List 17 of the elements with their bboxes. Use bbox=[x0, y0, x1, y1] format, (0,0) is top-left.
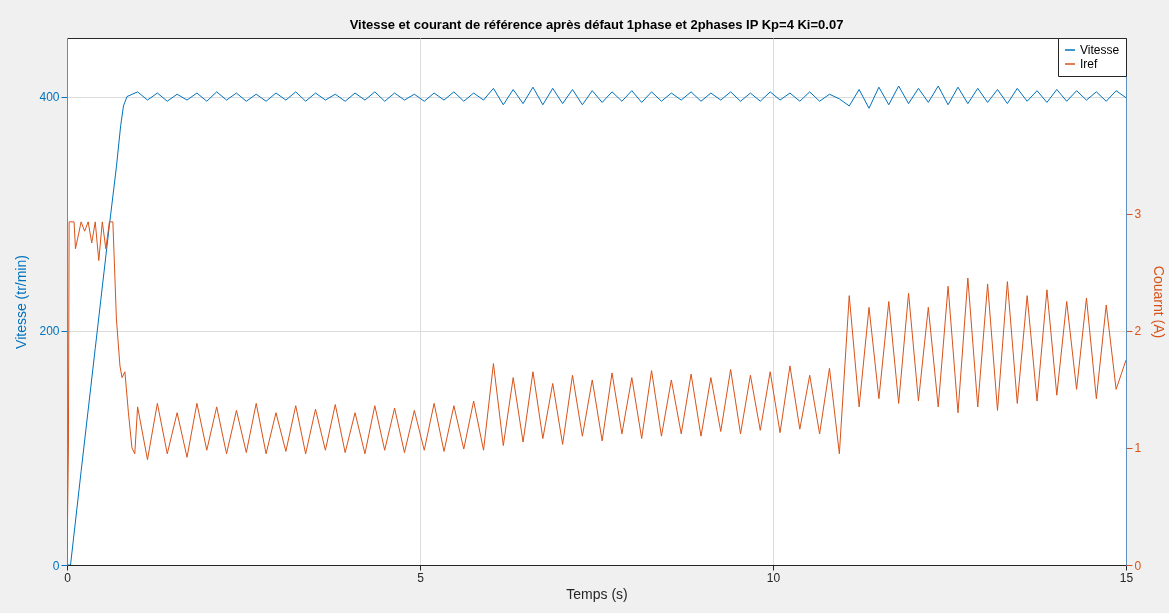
x-tick-label: 5 bbox=[417, 570, 425, 585]
y2-tick-label: 2 bbox=[1134, 324, 1142, 339]
x-tick-label: 15 bbox=[1119, 570, 1134, 585]
y-tick-label: 400 bbox=[39, 90, 60, 105]
y-tick-label: 0 bbox=[52, 558, 60, 573]
y-axis-title: Vitesse (tr/min) bbox=[13, 255, 30, 349]
x-tick-label: 0 bbox=[64, 570, 72, 585]
x-tick-label: 10 bbox=[766, 570, 781, 585]
chart-title: Vitesse et courant de référence après défaut 1phase et 2phases IP Kp=4 Ki=0.07 bbox=[349, 16, 844, 32]
y2-tick-label: 1 bbox=[1134, 441, 1142, 456]
legend-label: Vitesse bbox=[1080, 43, 1120, 57]
x-axis-title: Temps (s) bbox=[566, 585, 628, 602]
y2-tick-label: 0 bbox=[1134, 558, 1142, 573]
y2-axis-title: Couarnt (A) bbox=[1151, 265, 1168, 339]
y-tick-label: 200 bbox=[39, 324, 60, 339]
y2-tick-label: 3 bbox=[1134, 207, 1142, 222]
legend-label: Iref bbox=[1080, 57, 1098, 71]
